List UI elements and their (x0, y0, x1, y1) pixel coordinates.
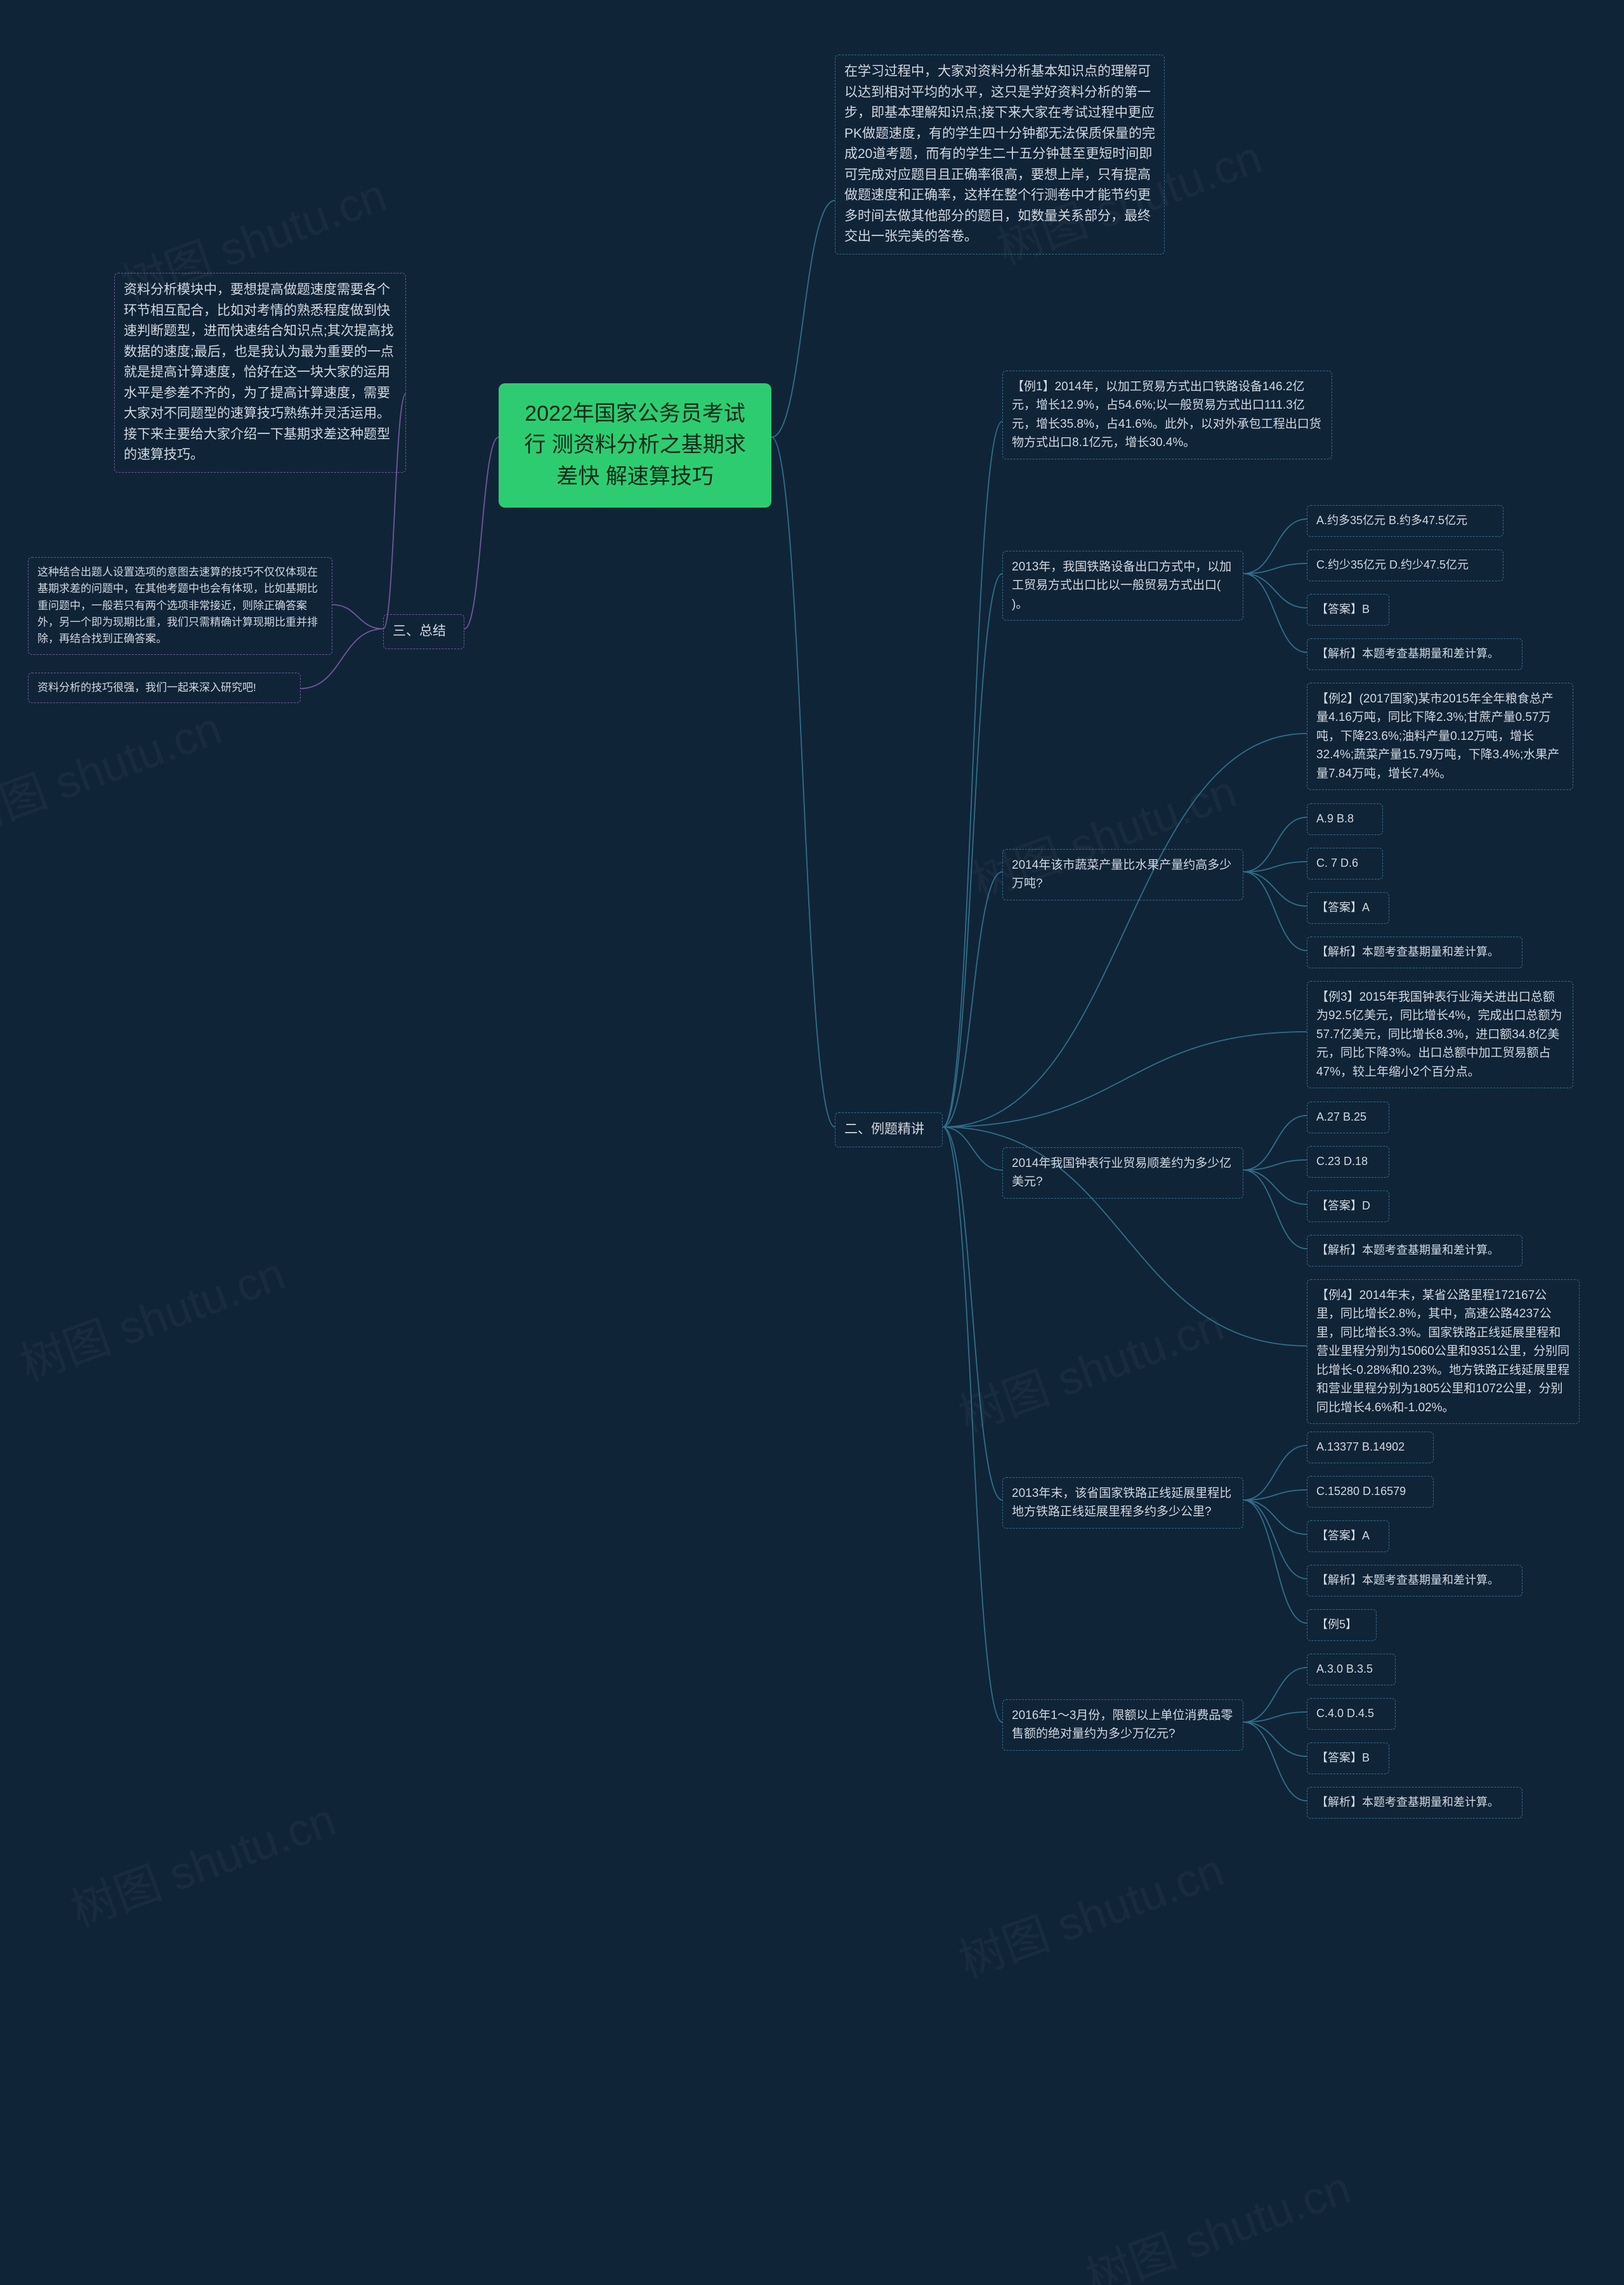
answer-node[interactable]: C. 7 D.6 (1307, 848, 1383, 879)
answer-node[interactable]: A.27 B.25 (1307, 1102, 1389, 1133)
answer-node[interactable]: 【答案】B (1307, 594, 1389, 626)
answer-node[interactable]: 【答案】A (1307, 892, 1389, 924)
answer-node[interactable]: 【解析】本题考查基期量和差计算。 (1307, 1235, 1522, 1267)
answer-node[interactable]: 【例5】 (1307, 1609, 1377, 1641)
answer-node[interactable]: 【解析】本题考查基期量和差计算。 (1307, 638, 1522, 670)
section-heading[interactable]: 三、总结 (383, 614, 464, 649)
example-node[interactable]: 【例2】(2017国家)某市2015年全年粮食总产量4.16万吨，同比下降2.3… (1307, 683, 1573, 790)
section-heading[interactable]: 二、例题精讲 (835, 1112, 943, 1147)
answer-node[interactable]: 【答案】B (1307, 1742, 1389, 1774)
leaf-node[interactable]: 资料分析模块中，要想提高做题速度需要各个环节相互配合，比如对考情的熟悉程度做到快… (114, 273, 406, 473)
answer-node[interactable]: C.23 D.18 (1307, 1146, 1389, 1178)
root-node[interactable]: 2022年国家公务员考试行 测资料分析之基期求差快 解速算技巧 (499, 383, 771, 508)
example-node[interactable]: 2013年，我国铁路设备出口方式中，以加工贸易方式出口比以一般贸易方式出口( )… (1002, 551, 1243, 621)
answer-node[interactable]: C.15280 D.16579 (1307, 1476, 1434, 1508)
example-node[interactable]: 【例1】2014年，以加工贸易方式出口铁路设备146.2亿元，增长12.9%，占… (1002, 371, 1332, 459)
answer-node[interactable]: C.约少35亿元 D.约少47.5亿元 (1307, 550, 1503, 581)
example-node[interactable]: 2016年1～3月份，限额以上单位消费品零售额的绝对量约为多少万亿元? (1002, 1699, 1243, 1751)
answer-node[interactable]: C.4.0 D.4.5 (1307, 1698, 1396, 1730)
intro-node[interactable]: 在学习过程中，大家对资料分析基本知识点的理解可以达到相对平均的水平，这只是学好资… (835, 55, 1165, 254)
mindmap-canvas: 树图 shutu.cn 树图 shutu.cn 树图 shutu.cn 树图 shut… (0, 0, 1624, 2285)
answer-node[interactable]: 【解析】本题考查基期量和差计算。 (1307, 937, 1522, 968)
answer-node[interactable]: 【解析】本题考查基期量和差计算。 (1307, 1565, 1522, 1597)
example-node[interactable]: 2014年我国钟表行业贸易顺差约为多少亿美元? (1002, 1147, 1243, 1199)
example-node[interactable]: 2014年该市蔬菜产量比水果产量约高多少万吨? (1002, 849, 1243, 900)
example-node[interactable]: 2013年末，该省国家铁路正线延展里程比地方铁路正线延展里程多约多少公里? (1002, 1477, 1243, 1529)
leaf-node[interactable]: 资料分析的技巧很强，我们一起来深入研究吧! (28, 673, 301, 703)
watermark: 树图 shutu.cn (10, 1237, 292, 1394)
watermark: 树图 shutu.cn (1075, 2150, 1358, 2285)
answer-node[interactable]: A.9 B.8 (1307, 803, 1383, 835)
watermark: 树图 shutu.cn (60, 1782, 343, 1940)
example-node[interactable]: 【例3】2015年我国钟表行业海关进出口总额为92.5亿美元，同比增长4%，完成… (1307, 981, 1573, 1088)
example-node[interactable]: 【例4】2014年末，某省公路里程172167公里，同比增长2.8%，其中，高速… (1307, 1279, 1580, 1424)
answer-node[interactable]: A.3.0 B.3.5 (1307, 1654, 1396, 1685)
answer-node[interactable]: A.13377 B.14902 (1307, 1432, 1434, 1463)
leaf-node[interactable]: 这种结合出题人设置选项的意图去速算的技巧不仅仅体现在基期求差的问题中，在其他考题… (28, 557, 332, 655)
watermark: 树图 shutu.cn (948, 1287, 1231, 1445)
watermark: 树图 shutu.cn (948, 1833, 1231, 1991)
answer-node[interactable]: 【解析】本题考查基期量和差计算。 (1307, 1787, 1522, 1819)
answer-node[interactable]: A.约多35亿元 B.约多47.5亿元 (1307, 505, 1503, 537)
answer-node[interactable]: 【答案】D (1307, 1190, 1389, 1222)
answer-node[interactable]: 【答案】A (1307, 1520, 1389, 1552)
watermark: 树图 shutu.cn (0, 691, 229, 848)
